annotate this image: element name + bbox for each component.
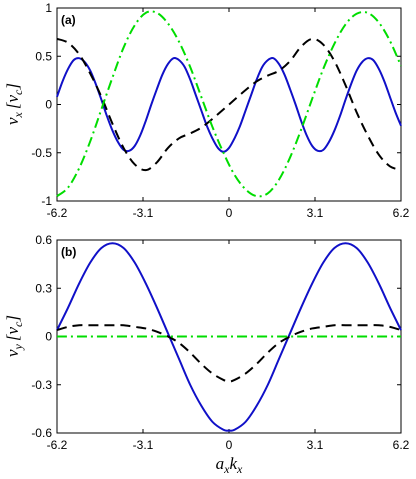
series-solid-b xyxy=(56,242,402,432)
y-tick-label-b: 0.3 xyxy=(35,281,52,295)
series-dashdot-a xyxy=(56,10,402,198)
x-tick-label-b: 0 xyxy=(226,438,233,452)
panel-b: -6.2 -3.1 0 3.1 6.2 -0.6 -0.3 0 0.3 0.6 (b) vy[vc… xyxy=(3,233,410,476)
panel-label-a: (a) xyxy=(61,13,76,27)
x-tick-label-a: 3.1 xyxy=(307,206,324,220)
x-tick-label-a: -3.1 xyxy=(133,206,154,220)
x-tick-label-b: 3.1 xyxy=(307,438,324,452)
x-tick-label-b: -3.1 xyxy=(133,438,154,452)
y-tick-label-b: -0.6 xyxy=(31,426,52,440)
y-tick-label-a: -0.5 xyxy=(31,146,52,160)
series-a xyxy=(56,10,402,198)
x-axis-label-b: axkx xyxy=(216,454,243,476)
plot-frame-a xyxy=(56,7,402,202)
y-tick-label-b: -0.3 xyxy=(31,378,52,392)
y-tick-label-a: -1 xyxy=(41,194,52,208)
x-tick-label-b: 6.2 xyxy=(393,438,410,452)
panel-a: -6.2 -3.1 0 3.1 6.2 -1 -0.5 0 0.5 1 (a) vx[vc] xyxy=(3,1,410,220)
ticks-a: -6.2 -3.1 0 3.1 6.2 -1 -0.5 0 0.5 1 xyxy=(31,1,409,220)
plot-frame-b xyxy=(56,239,402,434)
x-tick-label-a: -6.2 xyxy=(47,206,68,220)
y-axis-label-b: vy[vc] xyxy=(3,315,25,357)
x-tick-label-a: 0 xyxy=(226,206,233,220)
y-tick-label-a: 0.5 xyxy=(35,49,52,63)
series-dashed-b xyxy=(56,324,402,383)
x-tick-label-a: 6.2 xyxy=(393,206,410,220)
series-dashed-a xyxy=(56,37,402,172)
y-tick-label-b: 0 xyxy=(45,330,52,344)
y-axis-label-a: vx[vc] xyxy=(3,83,25,125)
y-tick-label-b: 0.6 xyxy=(35,233,52,247)
ticks-b: -6.2 -3.1 0 3.1 6.2 -0.6 -0.3 0 0.3 0.6 xyxy=(31,233,409,452)
panel-label-b: (b) xyxy=(61,245,76,259)
x-tick-label-b: -6.2 xyxy=(47,438,68,452)
y-tick-label-a: 1 xyxy=(45,1,52,15)
y-tick-label-a: 0 xyxy=(45,98,52,112)
series-solid-a xyxy=(56,57,402,153)
series-b xyxy=(56,242,402,432)
